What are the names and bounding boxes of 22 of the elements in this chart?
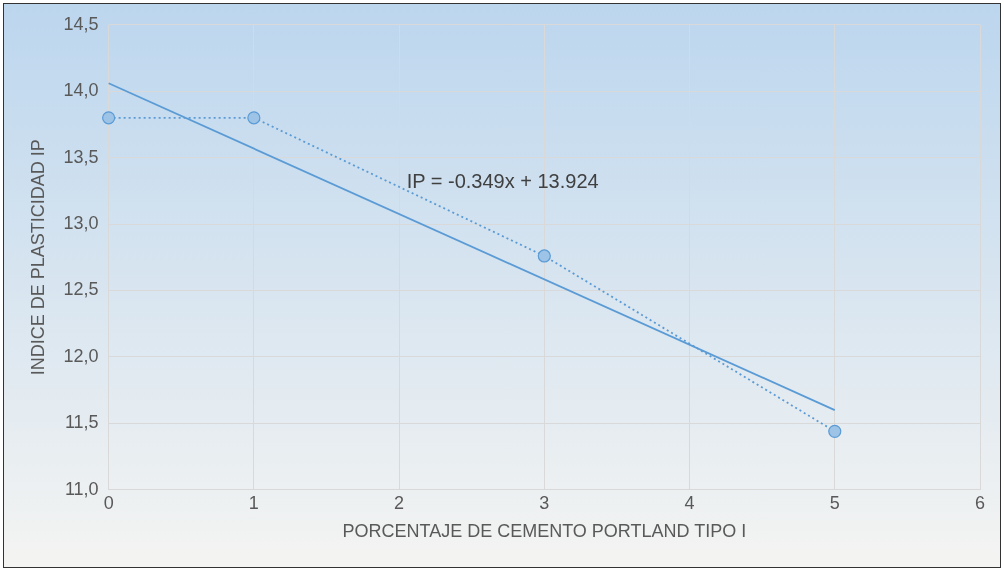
x-tick-label: 6 (974, 492, 986, 513)
y-axis-title: INDICE DE PLASTICIDAD IP (27, 139, 48, 376)
point (102, 111, 116, 125)
point (247, 111, 261, 125)
x-tick-label: 3 (539, 492, 550, 513)
x-tick-label: 4 (684, 492, 695, 513)
x-tick-label: 2 (394, 492, 405, 513)
x-axis-title: PORCENTAJE DE CEMENTO PORTLAND TIPO I (342, 521, 747, 542)
point (537, 249, 551, 263)
y-tick-label: 12,0 (63, 345, 99, 366)
point (828, 424, 842, 438)
y-tick-label: 12,5 (63, 279, 99, 300)
y-tick-label: 13,5 (63, 146, 99, 167)
y-tick-label: 14,0 (63, 80, 99, 101)
y-tick-label: 13,0 (63, 213, 99, 234)
y-tick-label: 14,5 (63, 13, 99, 34)
x-tick-label: 1 (248, 492, 259, 513)
x-tick-label: 0 (103, 492, 114, 513)
x-tick-label: 5 (829, 492, 840, 513)
annotation: IP = -0.349x + 13.924 (406, 170, 599, 193)
y-tick-label: 11,5 (64, 412, 99, 433)
y-tick-label: 11,0 (64, 478, 99, 499)
